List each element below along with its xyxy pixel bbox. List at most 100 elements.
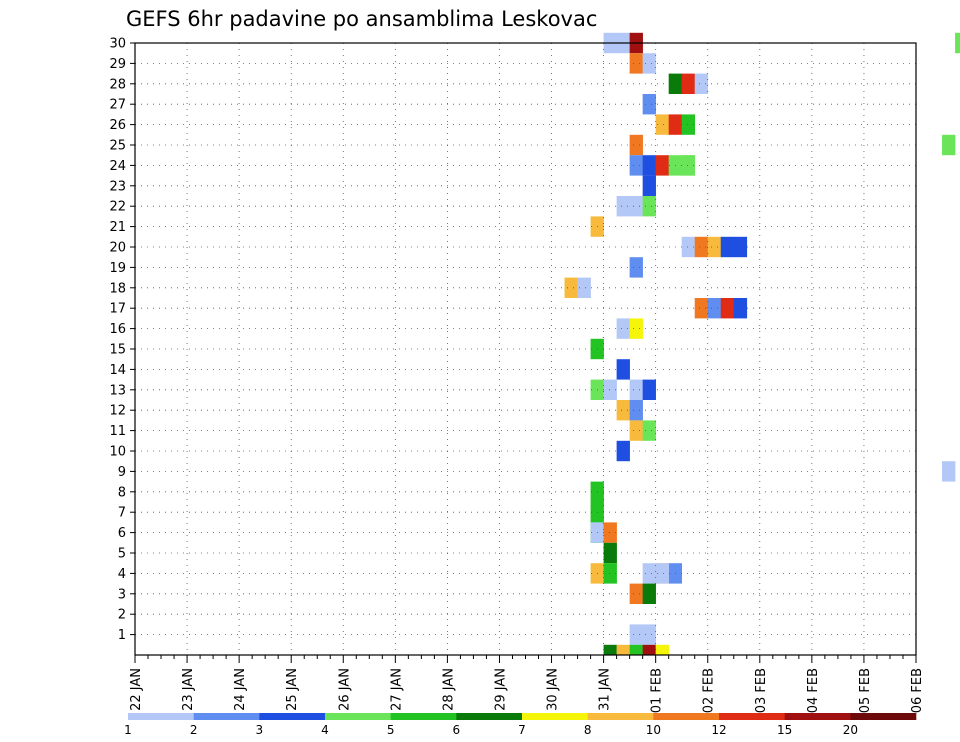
x-tick-label: 29 JAN — [493, 668, 508, 711]
heatmap-cell — [642, 94, 656, 115]
heatmap-cell — [942, 134, 956, 156]
y-tick-label: 1 — [118, 628, 126, 643]
heatmap-cell — [603, 379, 617, 400]
y-tick-label: 11 — [109, 424, 126, 439]
colorbar-label: 12 — [711, 723, 726, 737]
heatmap-cell — [642, 175, 656, 196]
y-tick-label: 22 — [109, 200, 126, 215]
colorbar-label: 1 — [124, 723, 132, 737]
colorbar-label: 3 — [256, 723, 264, 737]
colorbar: 1 2 3 4 5 6 7 8 10 12 15 20 — [124, 713, 917, 737]
heatmap-cell — [564, 277, 578, 298]
y-tick-label: 24 — [109, 159, 126, 174]
x-tick-label: 31 JAN — [598, 668, 613, 711]
x-tick-label: 05 FEB — [858, 668, 873, 713]
colorbar-swatch — [850, 713, 917, 720]
y-tick-label: 30 — [109, 37, 126, 52]
heatmap-cell — [642, 583, 656, 604]
x-tick-label: 26 JAN — [337, 668, 352, 711]
y-tick-label: 27 — [109, 98, 126, 113]
y-tick-label: 5 — [118, 547, 126, 562]
heatmap-cell — [681, 155, 696, 176]
heatmap-cell — [629, 644, 643, 655]
heatmap-cell — [629, 196, 643, 217]
heatmap-cell — [733, 236, 748, 258]
heatmap-cell — [642, 624, 656, 645]
y-tick-label: 19 — [109, 261, 126, 276]
heatmap-cell — [603, 522, 617, 543]
y-tick-label: 28 — [109, 77, 126, 92]
x-tick-label: 02 FEB — [702, 668, 717, 713]
heatmap-cell — [629, 134, 643, 156]
x-tick-label: 27 JAN — [389, 668, 404, 711]
heatmap-cell — [629, 53, 643, 74]
heatmap-cell — [720, 298, 735, 319]
y-tick-label: 23 — [109, 179, 126, 194]
colorbar-swatch — [456, 713, 523, 720]
y-tick-label: 3 — [118, 587, 126, 602]
colorbar-label: 15 — [777, 723, 792, 737]
colorbar-label: 6 — [453, 723, 461, 737]
y-tick-label: 21 — [109, 220, 126, 235]
heatmap-cell — [733, 298, 748, 319]
y-tick-label: 26 — [109, 118, 126, 133]
heatmap-cell — [616, 318, 630, 339]
y-tick-label: 10 — [109, 445, 126, 460]
x-tick-label: 03 FEB — [754, 668, 769, 713]
heatmap-cell — [642, 644, 656, 655]
cells-layer — [564, 32, 960, 655]
colorbar-label: 8 — [584, 723, 592, 737]
heatmap-cell — [655, 644, 669, 655]
colorbar-label: 4 — [321, 723, 329, 737]
heatmap-cell — [942, 461, 956, 482]
heatmap-cell — [642, 379, 656, 400]
y-tick-label: 18 — [109, 281, 126, 296]
y-tick-label: 6 — [118, 526, 126, 541]
heatmap-cell — [720, 236, 735, 258]
heatmap-cell — [629, 257, 643, 278]
heatmap-cell — [616, 644, 630, 655]
colorbar-swatch — [193, 713, 260, 720]
colorbar-swatch — [719, 713, 785, 720]
y-tick-label: 9 — [118, 465, 126, 480]
y-tick-label: 14 — [109, 363, 126, 378]
heatmap-cell — [642, 53, 656, 74]
heatmap-cell — [629, 155, 643, 176]
heatmap-cell — [629, 400, 643, 421]
heatmap-cell — [603, 563, 617, 584]
x-axis: 22 JAN 23 JAN 24 JAN 25 JAN 26 JAN 27 JAN 28 J… — [129, 655, 925, 713]
colorbar-label: 2 — [190, 723, 198, 737]
y-tick-label: 25 — [109, 139, 126, 154]
heatmap-cell — [642, 196, 656, 217]
heatmap-cell — [577, 277, 591, 298]
heatmap-cell — [655, 155, 669, 176]
heatmap-cell — [603, 542, 617, 564]
heatmap-cell — [681, 73, 696, 94]
y-tick-label: 13 — [109, 383, 126, 398]
x-tick-label: 06 FEB — [910, 668, 925, 713]
y-tick-label: 12 — [109, 404, 126, 419]
heatmap-cell — [694, 298, 709, 319]
heatmap-cell — [642, 155, 656, 176]
heatmap-cell — [707, 236, 722, 258]
colorbar-label: 7 — [518, 723, 526, 737]
heatmap-cell — [694, 73, 709, 94]
x-tick-label: 24 JAN — [233, 668, 248, 711]
heatmap-cell — [616, 400, 630, 421]
x-tick-label: 22 JAN — [129, 668, 144, 711]
heatmap-cell — [655, 563, 669, 584]
grid-layer — [135, 42, 916, 655]
chart-title: GEFS 6hr padavine po ansamblima Leskovac — [126, 7, 597, 31]
heatmap-cell — [642, 420, 656, 441]
y-tick-label: 4 — [118, 567, 126, 582]
x-tick-label: 23 JAN — [181, 668, 196, 711]
colorbar-label: 20 — [843, 723, 858, 737]
colorbar-swatch — [325, 713, 391, 720]
colorbar-label: 10 — [646, 723, 661, 737]
heatmap-cell — [707, 298, 722, 319]
colorbar-swatch — [784, 713, 851, 720]
colorbar-swatch — [259, 713, 326, 720]
heatmap-cell — [629, 420, 643, 441]
heatmap-cell — [681, 236, 696, 258]
colorbar-label: 5 — [387, 723, 395, 737]
